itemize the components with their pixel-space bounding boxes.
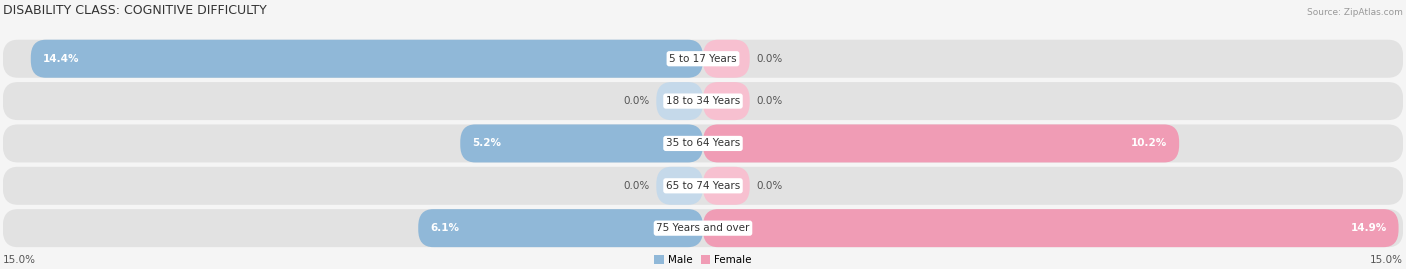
Text: 0.0%: 0.0% bbox=[623, 181, 650, 191]
Text: DISABILITY CLASS: COGNITIVE DIFFICULTY: DISABILITY CLASS: COGNITIVE DIFFICULTY bbox=[3, 4, 267, 17]
Text: 18 to 34 Years: 18 to 34 Years bbox=[666, 96, 740, 106]
Text: 0.0%: 0.0% bbox=[623, 96, 650, 106]
Text: 14.4%: 14.4% bbox=[42, 54, 79, 64]
Text: 35 to 64 Years: 35 to 64 Years bbox=[666, 139, 740, 148]
Text: 14.9%: 14.9% bbox=[1351, 223, 1386, 233]
FancyBboxPatch shape bbox=[418, 209, 703, 247]
Text: 75 Years and over: 75 Years and over bbox=[657, 223, 749, 233]
FancyBboxPatch shape bbox=[3, 167, 1403, 205]
Text: 0.0%: 0.0% bbox=[756, 181, 783, 191]
Legend: Male, Female: Male, Female bbox=[650, 251, 756, 269]
FancyBboxPatch shape bbox=[703, 125, 1180, 162]
Text: 5.2%: 5.2% bbox=[472, 139, 501, 148]
FancyBboxPatch shape bbox=[3, 209, 1403, 247]
Text: 65 to 74 Years: 65 to 74 Years bbox=[666, 181, 740, 191]
FancyBboxPatch shape bbox=[3, 40, 1403, 78]
FancyBboxPatch shape bbox=[460, 125, 703, 162]
FancyBboxPatch shape bbox=[3, 125, 1403, 162]
FancyBboxPatch shape bbox=[703, 167, 749, 205]
Text: 15.0%: 15.0% bbox=[1371, 255, 1403, 265]
FancyBboxPatch shape bbox=[31, 40, 703, 78]
Text: 15.0%: 15.0% bbox=[3, 255, 35, 265]
FancyBboxPatch shape bbox=[703, 40, 749, 78]
Text: 5 to 17 Years: 5 to 17 Years bbox=[669, 54, 737, 64]
FancyBboxPatch shape bbox=[703, 209, 1399, 247]
Text: 0.0%: 0.0% bbox=[756, 54, 783, 64]
Text: 6.1%: 6.1% bbox=[430, 223, 458, 233]
FancyBboxPatch shape bbox=[3, 82, 1403, 120]
FancyBboxPatch shape bbox=[703, 82, 749, 120]
Text: 0.0%: 0.0% bbox=[756, 96, 783, 106]
Text: 10.2%: 10.2% bbox=[1132, 139, 1167, 148]
Text: Source: ZipAtlas.com: Source: ZipAtlas.com bbox=[1308, 8, 1403, 17]
FancyBboxPatch shape bbox=[657, 167, 703, 205]
FancyBboxPatch shape bbox=[657, 82, 703, 120]
